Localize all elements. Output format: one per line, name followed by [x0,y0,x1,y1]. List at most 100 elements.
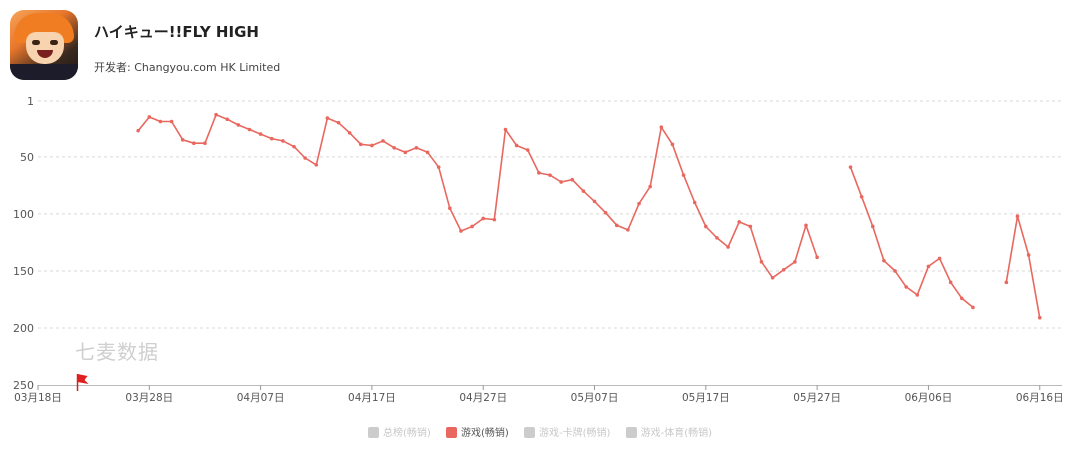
data-point [948,280,953,285]
data-point [1004,280,1009,285]
data-point [381,139,385,143]
data-point [1026,253,1031,257]
data-point [770,275,775,280]
data-point [403,150,408,155]
data-point [358,142,363,147]
x-tick-label: 03月28日 [125,392,173,404]
data-point [637,201,641,206]
data-point [603,210,608,215]
chart-markers [76,374,89,391]
x-axis: 03月18日 03月28日 04月07日 04月17日 04月27日 05月07日 05月1… [14,385,1064,404]
data-point [937,256,942,261]
watermark-text: 七麦数据 [75,340,159,364]
legend-swatch-games [445,427,457,438]
x-tick-label: 06月06日 [905,392,953,404]
data-point [759,260,764,264]
data-point [470,224,474,229]
data-point [548,173,552,177]
series-line [849,166,974,309]
data-point [537,171,541,175]
data-point [147,115,152,119]
app-title[interactable]: ハイキュー!!FLY HIGH [94,23,259,41]
data-point [592,199,597,204]
legend-label-card-games: 游戏-卡牌(畅销) [538,428,611,439]
x-tick-label: 04月27日 [459,392,507,404]
legend-swatch-card-games [523,427,535,438]
data-point [848,165,853,169]
legend-item-games[interactable]: 游戏(畅销) [445,424,509,439]
data-point [503,127,508,132]
data-point [815,255,819,260]
data-point [681,173,686,177]
data-point [670,142,675,147]
data-point [269,136,274,141]
data-point [581,189,586,193]
data-point [781,268,786,272]
app-icon-eye-left [32,40,40,45]
data-point [870,224,875,229]
data-point [804,223,808,228]
legend-label-overall: 总榜(畅销) [382,428,431,439]
data-point [414,145,419,150]
data-point [514,143,519,148]
data-point [325,116,330,120]
data-point [859,195,864,199]
data-point [481,216,486,221]
data-point [292,144,296,149]
data-point [136,128,140,133]
data-point [737,220,742,224]
app-header: ハイキュー!!FLY HIGH 开发者: Changyou.com HK Lim… [10,10,610,82]
data-point [436,165,441,169]
data-point [748,224,753,229]
legend-item-overall[interactable]: 总榜(畅销) [367,424,431,439]
legend-swatch-sports-games [625,427,637,438]
data-point [715,236,719,240]
app-icon-mouth [37,50,53,58]
data-point [971,305,975,310]
data-point [314,163,319,167]
flag-cloth [77,374,89,384]
y-tick-label: 150 [13,265,34,278]
data-point [692,200,697,205]
data-point [904,285,908,289]
data-point [570,177,575,182]
data-point [960,296,964,301]
data-point [236,123,241,127]
y-tick-label: 50 [20,151,34,164]
y-tick-label: 250 [13,379,34,392]
app-icon-face [26,32,64,64]
data-point [1015,214,1020,218]
data-point [425,150,430,155]
data-point [158,119,163,124]
legend-item-sports-games[interactable]: 游戏-体育(畅销) [625,424,713,439]
legend-label-games: 游戏(畅销) [460,428,509,439]
x-tick-label: 05月17日 [682,392,730,404]
app-icon-eye-right [50,40,58,45]
data-point [180,137,185,142]
data-point [926,264,931,269]
data-point [169,119,174,124]
x-tick-label: 05月07日 [571,392,619,404]
legend-item-card-games[interactable]: 游戏-卡牌(畅销) [523,424,611,439]
app-icon-banner [10,64,78,80]
data-point [559,180,563,184]
y-tick-label: 200 [13,322,34,335]
app-icon[interactable] [10,10,78,80]
flag-icon [76,374,89,391]
data-point [648,184,652,189]
developer-name: 开发者: Changyou.com HK Limited [94,61,281,74]
data-point [659,125,664,130]
y-tick-label: 100 [13,208,34,221]
legend-label-sports-games: 游戏-体育(畅销) [640,428,713,439]
data-point [793,260,797,264]
data-point [614,223,619,228]
data-point [448,206,452,211]
data-point [626,228,630,232]
data-point [492,217,497,222]
series-line [137,113,818,279]
data-point [347,131,352,135]
x-tick-label: 06月16日 [1016,392,1064,404]
data-point [303,156,307,160]
data-point [893,269,897,273]
